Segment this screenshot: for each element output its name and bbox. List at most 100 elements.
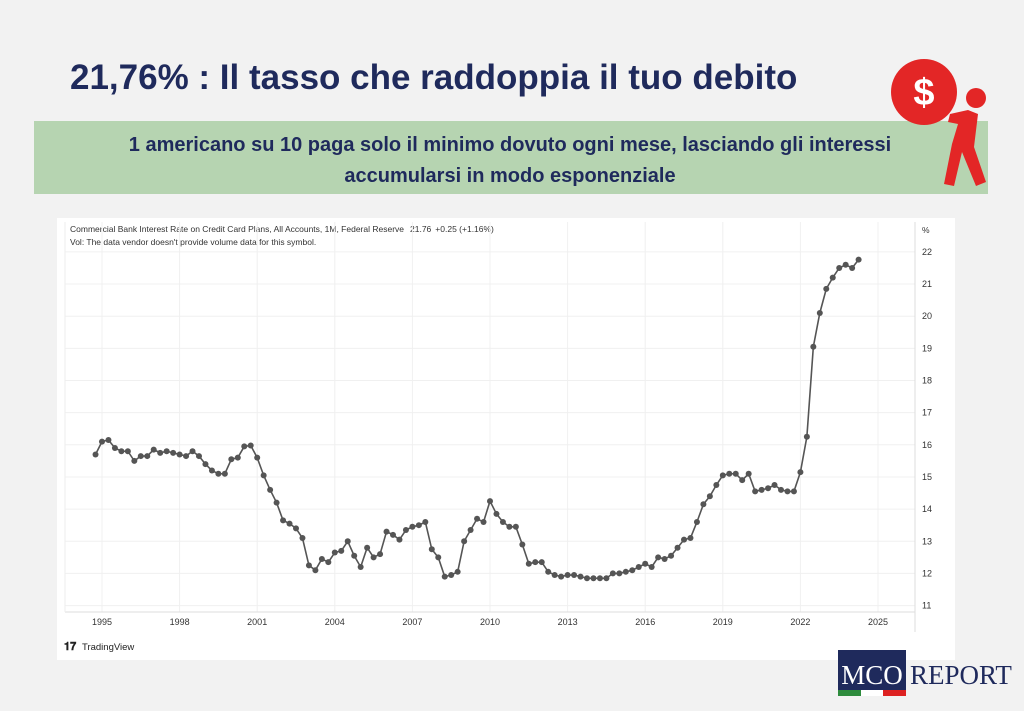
point (596, 575, 603, 582)
point (105, 436, 112, 443)
y-tick-label: 17 (922, 408, 932, 418)
volume-note: Vol: The data vendor doesn't provide vol… (70, 237, 316, 247)
point (221, 470, 228, 477)
subtitle-band (34, 121, 988, 194)
flag (861, 690, 883, 696)
point (422, 518, 429, 525)
point (771, 482, 778, 489)
x-tick-label: 2007 (402, 617, 422, 627)
series-name: Commercial Bank Interest Rate on Credit … (70, 224, 404, 234)
point (765, 485, 772, 492)
y-tick-label: 15 (922, 472, 932, 482)
point (241, 443, 248, 450)
point (409, 523, 416, 530)
point (506, 523, 513, 530)
x-tick-label: 2001 (247, 617, 267, 627)
plot: 11 12 13 14 15 16 17 18 19 20 21 22 1995 1998 2001 2004… (64, 222, 932, 632)
point (564, 572, 571, 579)
point (635, 563, 642, 570)
point (758, 486, 765, 493)
last-value: 21.76 (410, 224, 432, 234)
point (454, 568, 461, 575)
point (706, 493, 713, 500)
point (655, 554, 662, 561)
point (118, 448, 125, 455)
point (137, 453, 144, 460)
x-tick-label: 2016 (635, 617, 655, 627)
point (622, 568, 629, 575)
tv-mark: 𝟏𝟕 (64, 641, 77, 653)
point (519, 541, 526, 548)
point (719, 472, 726, 479)
point (558, 573, 565, 580)
point (280, 517, 287, 524)
point (648, 563, 655, 570)
point (383, 528, 390, 535)
point (629, 567, 636, 574)
title: 21,76% : Il tasso che raddoppia il tuo d… (70, 58, 798, 97)
point (267, 486, 274, 493)
point (571, 572, 578, 579)
point (435, 554, 442, 561)
x-tick-label: 2004 (325, 617, 345, 627)
point (726, 470, 733, 477)
point (584, 575, 591, 582)
point (351, 552, 358, 559)
point (441, 573, 448, 580)
point (305, 562, 312, 569)
point (590, 575, 597, 582)
point (228, 456, 235, 463)
point (338, 547, 345, 554)
point (370, 554, 377, 561)
point (189, 448, 196, 455)
x-tick-label: 2025 (868, 617, 888, 627)
point (797, 469, 804, 476)
point (499, 518, 506, 525)
y-tick-label: 11 (922, 601, 931, 611)
y-tick-label: 12 (922, 568, 932, 578)
point (674, 544, 681, 551)
point (803, 433, 810, 440)
point (183, 453, 190, 460)
point (778, 486, 785, 493)
point (693, 518, 700, 525)
chart-header: Commercial Bank Interest Rate on Credit … (70, 224, 494, 234)
x-tick-label: 1995 (92, 617, 112, 627)
point (292, 525, 299, 532)
point (98, 438, 105, 445)
y-tick-label: 14 (922, 504, 932, 514)
x-tick-label: 1998 (170, 617, 190, 627)
x-tick-label: 2013 (558, 617, 578, 627)
y-tick-label: 22 (922, 247, 932, 257)
point (286, 520, 293, 527)
point (532, 559, 539, 566)
point (170, 449, 177, 456)
point (512, 523, 519, 530)
point (150, 446, 157, 453)
debt-icon: $ (891, 59, 986, 186)
point (829, 274, 836, 281)
tv-name: TradingView (82, 642, 134, 653)
point (111, 445, 118, 452)
svg-text:$: $ (913, 72, 934, 114)
point (752, 488, 759, 495)
point (551, 572, 558, 579)
point (836, 264, 843, 271)
point (202, 461, 209, 468)
flag (883, 690, 906, 696)
point (254, 454, 261, 461)
mco-logo: MCO REPORT (838, 650, 1012, 696)
point (260, 472, 267, 479)
point (131, 457, 138, 464)
point (402, 527, 409, 534)
point (273, 499, 280, 506)
point (816, 309, 823, 316)
point (144, 453, 151, 460)
point (415, 522, 422, 529)
point (364, 544, 371, 551)
point (855, 256, 862, 263)
mco-box (838, 650, 906, 696)
tradingview-logo: 𝟏𝟕 TradingView (64, 641, 134, 653)
point (545, 568, 552, 575)
point (790, 488, 797, 495)
